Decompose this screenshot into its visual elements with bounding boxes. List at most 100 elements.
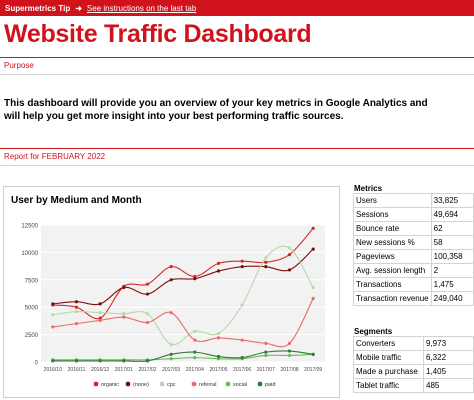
data-point xyxy=(74,309,79,314)
x-tick-label: 2016/12 xyxy=(91,367,109,373)
metric-value: 49,694 xyxy=(430,207,474,222)
x-tick-label: 2016/11 xyxy=(68,367,86,373)
series-line xyxy=(52,245,314,346)
metrics-row: Users 33,825 xyxy=(353,193,474,208)
y-tick-label: 2500 xyxy=(25,333,39,339)
series-line xyxy=(52,227,314,320)
metric-value: 249,040 xyxy=(430,291,474,306)
metric-label: New sessions % xyxy=(353,235,432,250)
data-point xyxy=(311,296,315,301)
dashboard-description: This dashboard will provide you an overv… xyxy=(4,98,428,122)
x-tick-label: 2017/04 xyxy=(186,367,204,373)
data-point xyxy=(98,316,102,320)
legend-marker xyxy=(191,381,197,387)
data-point xyxy=(264,260,268,264)
segments-title: Segments xyxy=(354,327,393,336)
x-tick-label: 2017/01 xyxy=(115,367,133,373)
data-point xyxy=(264,256,268,260)
data-point xyxy=(264,350,268,354)
data-point xyxy=(311,352,315,356)
data-point xyxy=(193,274,197,279)
data-point xyxy=(51,359,55,363)
legend-marker xyxy=(159,381,165,387)
metric-label: Users xyxy=(353,193,432,208)
y-tick-label: 10000 xyxy=(21,251,38,257)
y-tick-label: 7500 xyxy=(25,278,39,284)
title-divider xyxy=(0,57,474,58)
metric-value: 9,973 xyxy=(423,336,474,351)
traffic-line-chart: 0 2500 5000 7500 10000 12500 2016/10 2016/11 201… xyxy=(21,224,325,388)
legend-label: social xyxy=(233,382,247,388)
data-point xyxy=(74,305,79,309)
arrow-right-icon: ➜ xyxy=(75,3,82,13)
data-point xyxy=(264,341,268,345)
data-point xyxy=(74,359,79,363)
series-line xyxy=(52,350,314,362)
metric-label: Made a purchase xyxy=(353,364,424,379)
data-point xyxy=(193,329,197,333)
metric-value: 6,322 xyxy=(423,350,474,365)
metric-label: Mobile traffic xyxy=(353,350,424,365)
data-point xyxy=(216,354,221,359)
x-tick-label: 2017/09 xyxy=(304,367,322,373)
instructions-link[interactable]: See instructions on the last tab xyxy=(86,3,197,13)
metric-value: 1,405 xyxy=(423,364,474,379)
data-point xyxy=(145,312,150,316)
metric-value: 2 xyxy=(430,263,474,278)
legend-marker xyxy=(93,381,99,387)
data-point xyxy=(98,302,102,306)
segments-row: Tablet traffic 485 xyxy=(353,378,474,393)
data-point xyxy=(51,313,55,317)
data-point xyxy=(145,359,150,363)
metric-label: Tablet traffic xyxy=(353,378,424,393)
data-point xyxy=(240,356,244,360)
data-point xyxy=(240,338,244,342)
metric-label: Bounce rate xyxy=(353,221,432,236)
legend-marker xyxy=(225,381,231,387)
segments-row: Made a purchase 1,405 xyxy=(353,364,474,379)
data-point xyxy=(122,315,126,319)
metric-value: 62 xyxy=(430,221,474,236)
metrics-row: New sessions % 58 xyxy=(353,235,474,250)
legend-label: cpc xyxy=(167,382,176,388)
metrics-table: Users 33,825 Sessions 49,694 Bounce rate 62 Ne… xyxy=(353,193,474,306)
data-point xyxy=(311,226,315,230)
metrics-row: Avg. session length 2 xyxy=(353,263,474,278)
segments-row: Mobile traffic 6,322 xyxy=(353,350,474,365)
data-point xyxy=(122,312,126,316)
page-title: Website Traffic Dashboard xyxy=(4,20,312,48)
segments-table: Converters 9,973 Mobile traffic 6,322 Made a… xyxy=(353,336,474,393)
metric-value: 33,825 xyxy=(430,193,474,208)
metric-label: Avg. session length xyxy=(353,263,432,278)
report-label: Report for FEBRUARY 2022 xyxy=(4,152,106,161)
data-point xyxy=(169,342,173,347)
purpose-divider xyxy=(0,74,474,75)
data-point xyxy=(193,350,197,354)
data-point xyxy=(216,336,221,340)
data-point xyxy=(216,331,221,336)
data-point xyxy=(240,303,244,307)
y-tick-label: 12500 xyxy=(21,224,38,230)
metric-value: 1,475 xyxy=(430,277,474,292)
metrics-row: Sessions 49,694 xyxy=(353,207,474,222)
purpose-label: Purpose xyxy=(4,61,34,70)
legend-marker xyxy=(125,381,131,387)
metric-value: 485 xyxy=(423,378,474,393)
report-divider-bottom xyxy=(0,165,474,166)
data-point xyxy=(51,302,55,306)
data-point xyxy=(51,325,55,329)
x-tick-label: 2017/08 xyxy=(280,367,298,373)
data-point xyxy=(193,356,197,360)
x-tick-label: 2016/10 xyxy=(44,367,62,373)
data-point xyxy=(169,278,173,282)
data-point xyxy=(287,268,292,272)
metric-value: 58 xyxy=(430,235,474,250)
data-point xyxy=(98,318,102,322)
metric-label: Sessions xyxy=(353,207,432,222)
series-line xyxy=(52,248,314,306)
data-point xyxy=(216,357,221,361)
chart-title: User by Medium and Month xyxy=(11,195,142,206)
x-tick-label: 2017/03 xyxy=(162,367,180,373)
legend-label: (none) xyxy=(133,382,149,388)
data-point xyxy=(122,285,126,290)
